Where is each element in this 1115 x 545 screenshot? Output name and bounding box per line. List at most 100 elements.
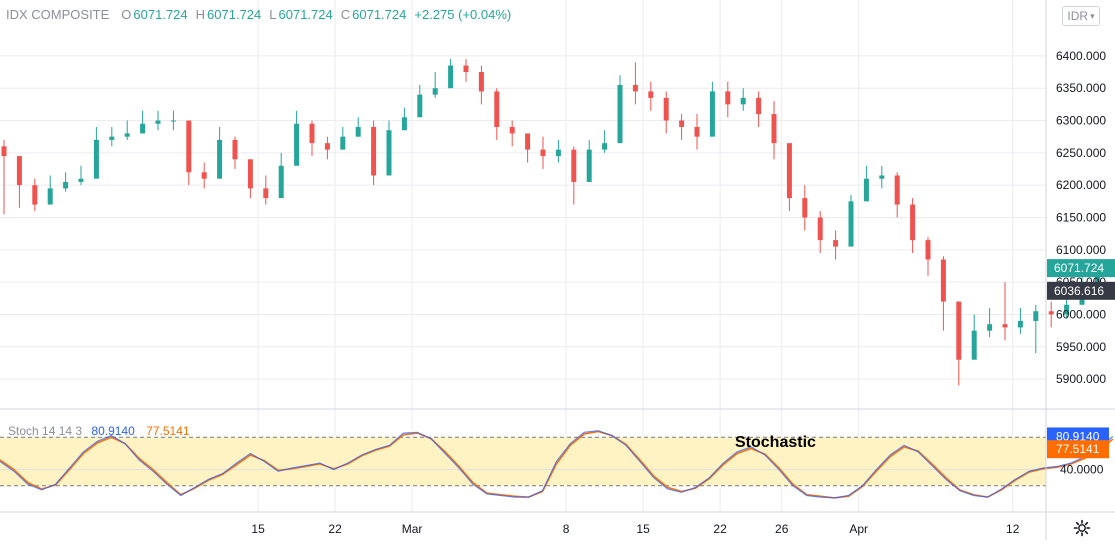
candle-body (356, 127, 361, 137)
open-value: 6071.724 (133, 7, 187, 22)
candle (1018, 308, 1023, 334)
candle-body (125, 133, 130, 136)
candle (833, 230, 838, 259)
candle-body (725, 91, 730, 104)
candle (387, 121, 392, 176)
candle (849, 195, 854, 247)
candle (1049, 302, 1054, 328)
candle-body (448, 66, 453, 89)
stochastic-pane (0, 431, 1113, 498)
candle-body (94, 140, 99, 179)
candle (510, 121, 515, 147)
candle-body (1003, 324, 1008, 327)
last-price-label: 6071.724 (1047, 259, 1115, 277)
candle-body (140, 124, 145, 134)
price-tick-label: 5900.000 (1056, 372, 1106, 386)
candle-body (618, 85, 623, 143)
price-tick-label: 5950.000 (1056, 340, 1106, 354)
price-tick-label: 6400.000 (1056, 49, 1106, 63)
candle-body (849, 201, 854, 246)
candle-body (340, 137, 345, 150)
candle-body (648, 91, 653, 97)
currency-button[interactable]: IDR ▾ (1062, 6, 1100, 26)
candle (79, 166, 84, 185)
candle (602, 130, 607, 153)
candle (48, 175, 53, 204)
currency-label: IDR (1067, 9, 1088, 23)
candle-body (802, 198, 807, 217)
candle (741, 88, 746, 111)
marker-price-label: 6036.616 (1047, 282, 1115, 300)
candle (186, 121, 191, 186)
candle (279, 153, 284, 198)
candle-body (325, 143, 330, 149)
candle (956, 302, 961, 386)
candlestick-series (2, 59, 1115, 386)
candle-body (895, 175, 900, 204)
candle (17, 156, 22, 208)
candle (171, 111, 176, 130)
candle (494, 88, 499, 140)
candle-body (433, 88, 438, 94)
candle (233, 137, 238, 169)
gear-icon[interactable] (1073, 519, 1091, 537)
candle-body (294, 124, 299, 166)
candle-body (279, 166, 284, 198)
candle-body (741, 98, 746, 104)
candle-body (541, 150, 546, 156)
candle (541, 137, 546, 169)
stochastic-name: Stoch 14 14 3 (8, 424, 82, 438)
candle (109, 127, 114, 146)
candle (310, 121, 315, 157)
marker-price-label-text: 6036.616 (1054, 284, 1104, 298)
candle-body (695, 127, 700, 137)
candle (679, 114, 684, 140)
candle (340, 127, 345, 150)
price-tick-label: 6250.000 (1056, 146, 1106, 160)
candle (156, 111, 161, 130)
candle (633, 62, 638, 104)
candle-body (63, 182, 68, 188)
candle (571, 146, 576, 204)
price-tick-label: 6350.000 (1056, 81, 1106, 95)
candle-body (987, 324, 992, 330)
candle-body (556, 150, 561, 156)
candle-body (417, 95, 422, 118)
high-value: 6071.724 (207, 7, 261, 22)
candle-body (464, 66, 469, 72)
candle-body (233, 140, 238, 159)
stochastic-annotation: Stochastic (735, 434, 816, 452)
candle (32, 179, 37, 211)
candle-body (602, 143, 607, 149)
candle-body (910, 205, 915, 241)
candle-body (1018, 321, 1023, 327)
change-value: +2.275 (+0.04%) (414, 7, 511, 22)
candle (217, 127, 222, 179)
candle (695, 114, 700, 150)
stochastic-k-value: 80.9140 (91, 424, 134, 438)
candle-body (972, 331, 977, 360)
time-tick-label: 8 (563, 522, 570, 536)
candle (263, 175, 268, 204)
candle-body (2, 146, 7, 156)
candle (618, 75, 623, 143)
candle-body (710, 91, 715, 136)
candle (448, 59, 453, 88)
candle-body (494, 91, 499, 127)
candle (664, 91, 669, 133)
symbol-name: IDX COMPOSITE (6, 7, 109, 22)
time-tick-label: 26 (775, 522, 789, 536)
stochastic-legend: Stoch 14 14 3 80.9140 77.5141 (8, 424, 190, 438)
candle-body (1049, 311, 1054, 314)
candle-body (772, 114, 777, 143)
candle-body (510, 127, 515, 133)
candle-body (525, 133, 530, 149)
time-tick-label: 12 (1006, 522, 1020, 536)
candle-body (310, 124, 315, 143)
high-label: H (196, 7, 205, 22)
candle (772, 101, 777, 159)
candle (202, 163, 207, 189)
